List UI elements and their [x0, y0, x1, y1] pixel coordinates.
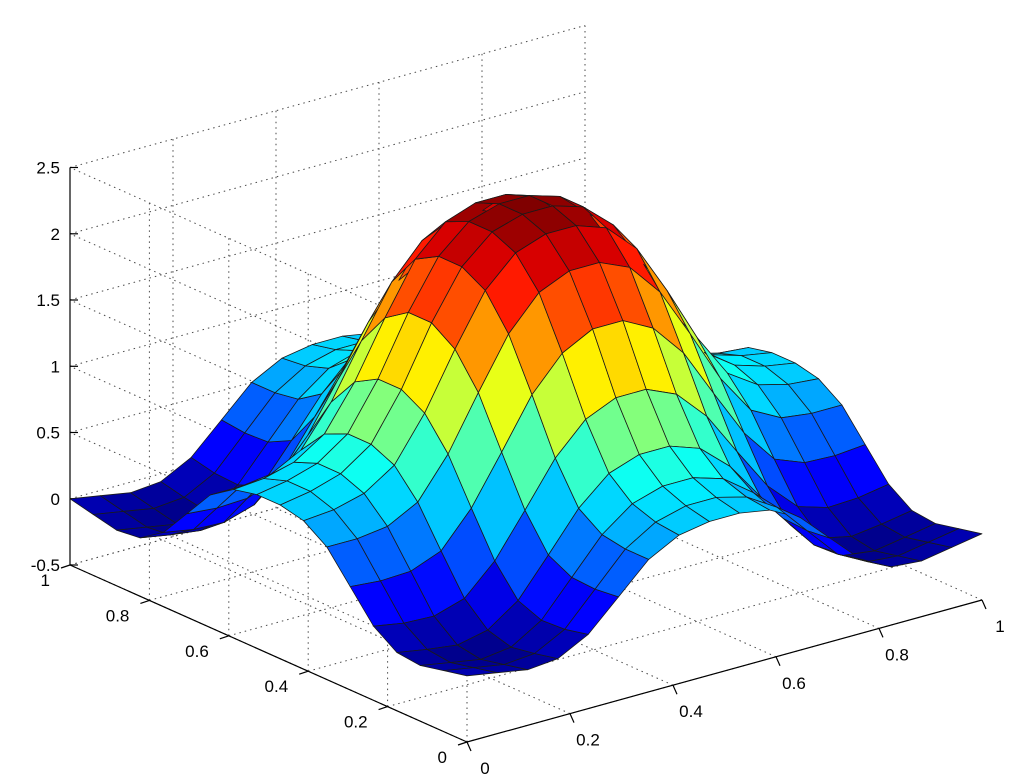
x-tick-label: 0.8: [885, 645, 909, 664]
z-tick-label: 0: [51, 490, 60, 509]
grid-line: [387, 564, 903, 708]
grid-line: [275, 507, 674, 686]
y-tick: [219, 635, 229, 640]
grid-line: [69, 25, 586, 168]
y-tick: [457, 741, 468, 746]
z-tick-label: 1.5: [36, 291, 60, 310]
y-tick: [378, 706, 388, 711]
y-axis-line: [69, 564, 468, 743]
z-tick-label: 0.5: [36, 424, 60, 443]
z-tick-label: 2.5: [36, 159, 60, 178]
x-tick: [569, 713, 575, 723]
x-axis-line: [466, 599, 983, 743]
z-tick-label: -0.5: [31, 556, 60, 575]
y-tick-label: 0: [438, 748, 447, 767]
grid-line: [584, 422, 983, 601]
surface-facet: [928, 528, 983, 548]
y-tick-label: 0.4: [265, 677, 289, 696]
y-tick: [299, 670, 309, 675]
grid-line: [228, 493, 744, 637]
grid-line: [378, 479, 777, 658]
y-tick-label: 0.2: [344, 713, 368, 732]
grid-line: [481, 450, 880, 629]
grid-line: [69, 290, 586, 433]
grid-line: [69, 157, 586, 301]
grid-line: [69, 91, 586, 235]
x-tick-label: 0.6: [782, 674, 806, 693]
grid-line: [69, 422, 586, 566]
tick-labels: 00.20.40.60.8100.20.40.60.81-0.500.511.5…: [31, 159, 1005, 777]
grid-line: [149, 457, 665, 601]
grid-line: [172, 536, 571, 715]
y-tick-label: 1: [41, 571, 50, 590]
y-tick-label: 0.8: [106, 606, 130, 625]
y-tick: [60, 564, 71, 569]
z-tick-label: 2: [51, 225, 60, 244]
x-tick-label: 1: [995, 617, 1004, 636]
x-tick: [878, 628, 884, 638]
x-tick-label: 0.2: [576, 731, 600, 750]
y-tick-label: 0.6: [185, 642, 209, 661]
surface: [69, 193, 983, 677]
grid-line: [69, 223, 586, 367]
x-tick: [466, 741, 472, 752]
grid-line: [69, 356, 586, 500]
z-tick-label: 1: [51, 357, 60, 376]
x-tick-label: 0.4: [679, 702, 703, 721]
y-tick: [140, 599, 150, 604]
x-tick: [981, 599, 987, 610]
x-tick-label: 0: [480, 759, 489, 777]
x-tick: [775, 656, 781, 667]
x-tick: [672, 684, 678, 695]
